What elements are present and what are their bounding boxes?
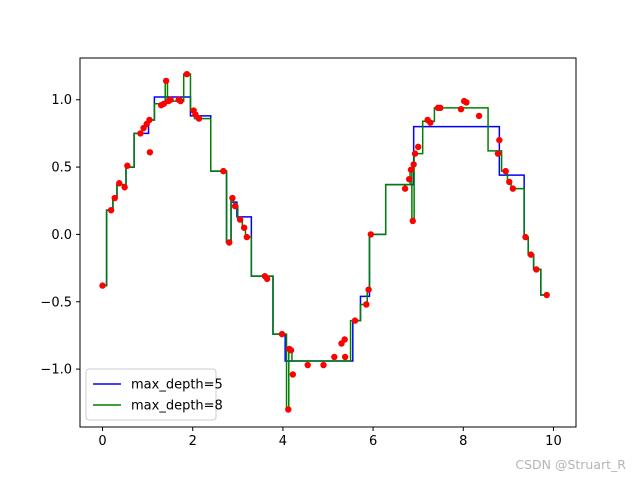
x-tick-label: 2	[189, 434, 197, 449]
y-tick-label: −1.0	[40, 363, 72, 378]
scatter-point	[285, 406, 292, 413]
scatter-point	[320, 361, 327, 369]
scatter-point	[494, 150, 502, 157]
y-axis: −1.0 −0.5 0.0 0.5 1.0	[40, 93, 80, 378]
scatter-point	[289, 371, 297, 378]
scatter-point	[99, 282, 106, 289]
scatter-point	[457, 105, 465, 113]
y-tick-label: 1.0	[51, 93, 72, 108]
x-tick-label: 6	[369, 434, 377, 449]
y-tick-label: 0.5	[51, 161, 72, 176]
y-tick-label: −0.5	[40, 295, 72, 310]
scatter-point	[278, 330, 286, 338]
scatter-point	[341, 353, 349, 361]
scatter-point	[116, 180, 123, 187]
y-tick-label: 0.0	[51, 228, 72, 243]
x-tick-label: 4	[279, 434, 287, 449]
legend-box	[85, 368, 217, 421]
legend-label-2: max_depth=8	[131, 399, 223, 414]
scatter-point	[183, 70, 191, 78]
scatter-point	[195, 115, 203, 122]
scatter-point	[527, 251, 535, 258]
plot-area	[80, 58, 576, 427]
scatter-points	[99, 70, 550, 413]
scatter-point	[496, 136, 503, 144]
scatter-point	[226, 239, 233, 246]
scatter-point	[409, 217, 416, 225]
scatter-point	[427, 119, 434, 126]
scatter-point	[146, 149, 154, 156]
x-tick-label: 10	[545, 434, 562, 449]
scatter-point	[263, 275, 271, 283]
scatter-point	[220, 167, 227, 175]
scatter-point	[287, 347, 295, 354]
scatter-point	[146, 116, 153, 124]
x-axis: 0 2 4 6 8 10	[98, 427, 562, 449]
scatter-point	[401, 185, 409, 192]
scatter-point	[124, 162, 131, 169]
scatter-point	[522, 233, 529, 241]
x-tick-label: 0	[98, 434, 106, 449]
scatter-point	[363, 301, 370, 308]
scatter-point	[509, 185, 517, 192]
scatter-point	[121, 184, 128, 191]
x-tick-label: 8	[459, 434, 467, 449]
scatter-point	[162, 77, 170, 85]
scatter-point	[414, 143, 422, 151]
scatter-point	[506, 178, 513, 186]
scatter-point	[331, 353, 338, 361]
scatter-point	[243, 233, 251, 241]
scatter-point	[543, 291, 550, 299]
scatter-point	[351, 317, 359, 324]
scatter-point	[231, 202, 239, 210]
scatter-point	[177, 97, 184, 105]
scatter-point	[475, 112, 483, 120]
scatter-point	[365, 286, 372, 293]
scatter-point	[341, 336, 348, 343]
scatter-point	[240, 224, 248, 231]
watermark: CSDN @Struart_R	[515, 457, 626, 472]
scatter-point	[407, 166, 415, 173]
scatter-point	[304, 361, 311, 369]
scatter-point	[405, 176, 413, 183]
scatter-point	[167, 96, 174, 103]
scatter-point	[236, 216, 244, 223]
scatter-point	[111, 194, 118, 202]
scatter-point	[367, 231, 375, 238]
scatter-point	[411, 150, 419, 157]
scatter-point	[533, 266, 540, 273]
scatter-point	[502, 167, 509, 175]
scatter-point	[410, 161, 417, 168]
scatter-point	[437, 104, 444, 112]
scatter-point	[107, 206, 115, 214]
plot-frame	[79, 57, 577, 428]
scatter-point	[463, 99, 470, 106]
scatter-point	[137, 130, 144, 137]
legend-label-1: max_depth=5	[131, 378, 223, 393]
legend: max_depth=5 max_depth=8	[85, 368, 223, 421]
scatter-point	[229, 194, 236, 202]
